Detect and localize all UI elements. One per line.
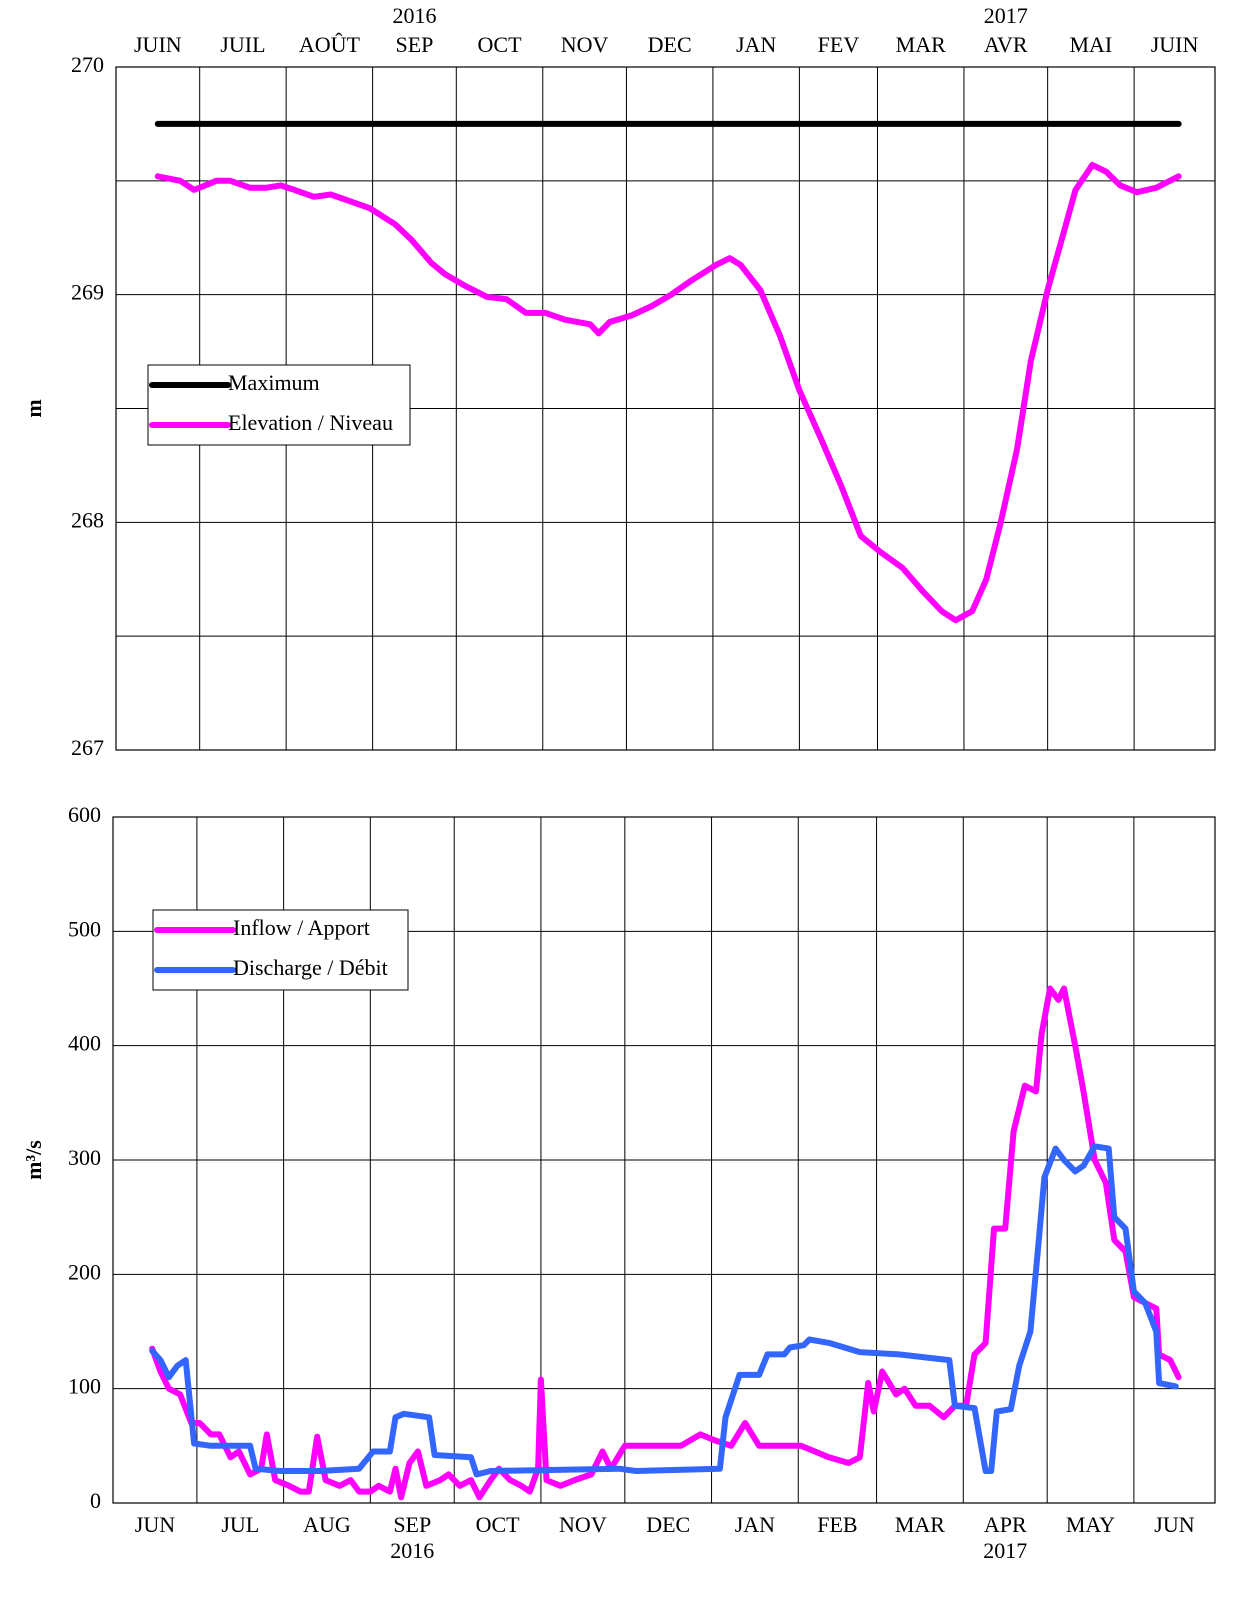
x-tick-label: DEC	[648, 32, 692, 57]
y-tick-label: 269	[71, 280, 104, 305]
y-tick-label: 0	[90, 1488, 101, 1513]
y-tick-label: 400	[68, 1031, 101, 1056]
legend-label: Inflow / Apport	[233, 915, 370, 940]
x-tick-label: AOÛT	[299, 32, 361, 57]
x-tick-label: APR	[984, 1512, 1027, 1537]
x-tick-label: MAY	[1066, 1512, 1115, 1537]
year-label: 2017	[983, 1538, 1027, 1563]
x-tick-label: OCT	[476, 1512, 521, 1537]
series-line	[149, 985, 1182, 1501]
y-tick-label: 100	[68, 1374, 101, 1399]
x-tick-label: SEP	[393, 1512, 431, 1537]
legend-box	[147, 364, 411, 446]
x-tick-label: JUIN	[1151, 32, 1199, 57]
y-tick-label: 200	[68, 1259, 101, 1284]
legend-label: Maximum	[228, 370, 320, 395]
year-label: 2016	[390, 1538, 434, 1563]
plot-frame	[112, 816, 1216, 1504]
y-tick-label: 500	[68, 916, 101, 941]
x-tick-label: JUN	[135, 1512, 175, 1537]
x-tick-label: FEB	[817, 1512, 857, 1537]
x-tick-label: JAN	[735, 1512, 775, 1537]
series-line	[154, 161, 1182, 624]
plot-frame	[115, 66, 1216, 751]
y-tick-label: 267	[71, 735, 104, 760]
x-tick-label: OCT	[478, 32, 523, 57]
x-tick-label: JUIN	[134, 32, 182, 57]
x-tick-label: JUN	[1154, 1512, 1194, 1537]
x-tick-label: AVR	[984, 32, 1028, 57]
y-axis-label: m	[21, 399, 46, 417]
x-tick-label: MAR	[896, 32, 946, 57]
x-tick-label: NOV	[561, 32, 609, 57]
x-tick-label: SEP	[395, 32, 433, 57]
y-axis-label: m³/s	[21, 1140, 46, 1180]
y-tick-label: 600	[68, 802, 101, 827]
y-tick-label: 270	[71, 52, 104, 77]
x-tick-label: MAR	[895, 1512, 945, 1537]
year-label: 2016	[392, 3, 436, 28]
y-tick-label: 268	[71, 507, 104, 532]
series-line	[149, 1143, 1179, 1478]
legend-box	[152, 909, 409, 991]
y-tick-label: 300	[68, 1145, 101, 1170]
x-tick-label: FEV	[818, 32, 860, 57]
x-tick-label: AUG	[303, 1512, 351, 1537]
x-tick-label: MAI	[1069, 32, 1112, 57]
x-tick-label: DEC	[646, 1512, 690, 1537]
x-tick-label: JUIL	[220, 32, 265, 57]
x-tick-label: JAN	[736, 32, 776, 57]
x-tick-label: NOV	[559, 1512, 607, 1537]
legend-label: Discharge / Débit	[233, 955, 388, 980]
x-tick-label: JUL	[221, 1512, 259, 1537]
legend-label: Elevation / Niveau	[228, 410, 393, 435]
year-label: 2017	[984, 3, 1028, 28]
